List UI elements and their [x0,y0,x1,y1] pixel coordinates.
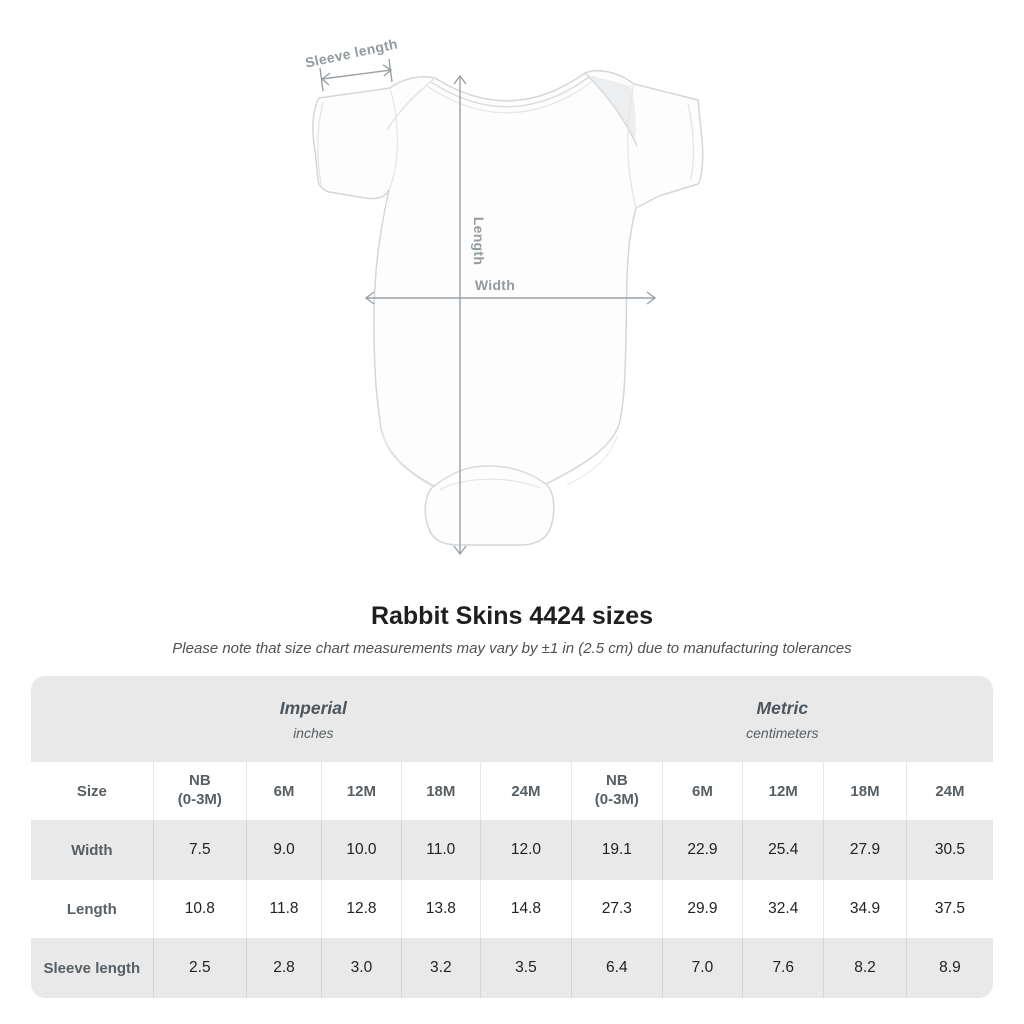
collar-line-inner [426,80,594,114]
length-imperial-nb: 10.8 [152,880,247,938]
width-imperial-12m: 10.0 [321,820,402,880]
width-metric-24m: 30.5 [905,820,993,880]
sleeve-imperial-nb: 2.5 [152,938,247,998]
right-shoulder-fold [584,72,638,147]
length-imperial-6m: 11.8 [245,880,322,938]
left-shoulder-fold [386,77,436,131]
length-imperial-24m: 14.8 [479,880,572,938]
col-header-metric-18m: 18M [823,762,907,820]
sleeve-imperial-18m: 3.2 [400,938,481,998]
length-metric-18m: 34.9 [823,880,907,938]
sleeve-length-arrow [319,58,393,92]
width-metric-nb: 19.1 [571,820,663,880]
size-table-grid: Imperial inches Metric centimeters Size … [31,676,993,998]
sleeve-metric-12m: 7.6 [742,938,824,998]
length-imperial-12m: 12.8 [321,880,402,938]
shoulder-shadow [585,74,636,144]
width-imperial-nb: 7.5 [152,820,247,880]
col-header-imperial-12m: 12M [321,762,402,820]
col-header-imperial-nb: NB (0-3M) [152,762,247,820]
sleeve-metric-6m: 7.0 [661,938,743,998]
sleeve-metric-24m: 8.9 [905,938,993,998]
size-table: Imperial inches Metric centimeters Size … [31,676,993,998]
length-arrow [453,74,467,556]
sleeve-metric-nb: 6.4 [571,938,663,998]
length-metric-12m: 32.4 [742,880,824,938]
tolerance-note: Please note that size chart measurements… [172,640,852,657]
sleeve-metric-18m: 8.2 [823,938,907,998]
imperial-label: Imperial [279,697,347,718]
col-header-metric-nb: NB (0-3M) [571,762,663,820]
col-header-imperial-24m: 24M [479,762,572,820]
onesie-body [312,70,704,546]
col-header-imperial-18m: 18M [400,762,481,820]
length-metric-nb: 27.3 [571,880,663,938]
left-cuff-seam [317,101,324,185]
length-metric-24m: 37.5 [905,880,993,938]
length-row: Length 10.8 11.8 12.8 13.8 14.8 27.3 29.… [31,880,993,938]
row-label-sleeve-length: Sleeve length [31,938,154,998]
width-label: Width [475,277,515,293]
length-imperial-18m: 13.8 [400,880,481,938]
width-metric-6m: 22.9 [661,820,743,880]
sleeve-length-row: Sleeve length 2.5 2.8 3.0 3.2 3.5 6.4 7.… [31,938,993,998]
right-armhole-seam [627,83,637,209]
collar-line-outer [430,76,590,108]
col-header-metric-12m: 12M [742,762,824,820]
length-metric-6m: 29.9 [661,880,743,938]
metric-band: Metric centimeters [571,676,993,762]
metric-unit: centimeters [746,724,819,741]
unit-band-row: Imperial inches Metric centimeters [31,676,993,762]
left-armhole-seam [388,87,399,191]
size-header: Size [31,762,154,820]
imperial-band: Imperial inches [31,676,572,762]
width-arrow [364,291,657,305]
width-metric-12m: 25.4 [742,820,824,880]
page-title: Rabbit Skins 4424 sizes [370,602,654,630]
col-header-imperial-6m: 6M [245,762,322,820]
width-metric-18m: 27.9 [823,820,907,880]
right-cuff-seam [687,103,694,181]
length-label: Length [471,217,487,265]
col-header-metric-6m: 6M [661,762,743,820]
metric-label: Metric [756,697,809,718]
col-header-metric-24m: 24M [905,762,993,820]
width-imperial-18m: 11.0 [400,820,481,880]
row-label-length: Length [31,880,154,938]
left-leg-seam [382,435,434,488]
sleeve-imperial-6m: 2.8 [245,938,322,998]
right-leg-seam [566,435,618,486]
width-row: Width 7.5 9.0 10.0 11.0 12.0 19.1 22.9 2… [31,820,993,880]
onesie-illustration: Length Width Sleeve length [304,38,704,556]
row-label-width: Width [31,820,154,880]
sleeve-imperial-12m: 3.0 [321,938,402,998]
crotch-flap-inner-seam [439,478,541,491]
crotch-flap-seam [433,465,547,487]
width-imperial-6m: 9.0 [245,820,322,880]
sleeve-imperial-24m: 3.5 [479,938,572,998]
garment-figure: Length Width Sleeve length [304,38,704,556]
width-imperial-24m: 12.0 [479,820,572,880]
size-header-row: Size NB (0-3M) 6M 12M 18M 24M NB (0-3M) … [31,762,993,820]
imperial-unit: inches [293,724,334,741]
